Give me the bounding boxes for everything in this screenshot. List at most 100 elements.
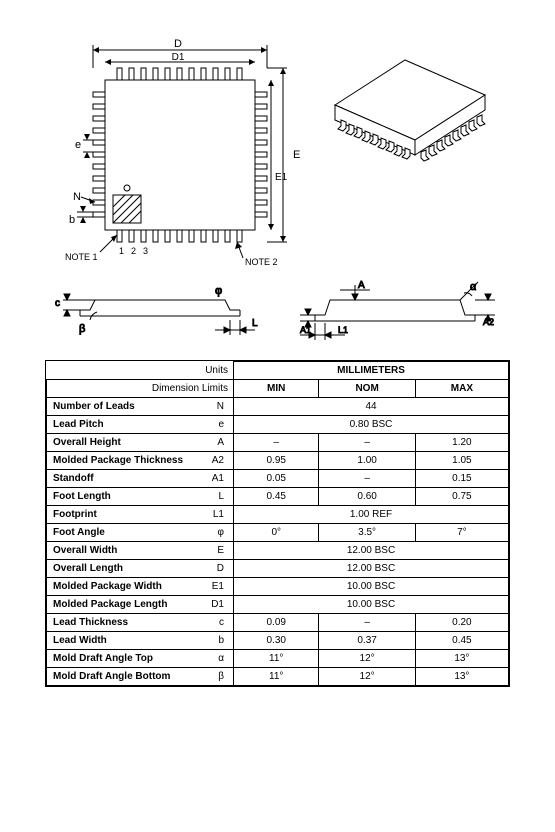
package-diagram-svg: D D1 E E1 e N (45, 30, 510, 360)
row-label: Molded Package ThicknessA2 (47, 452, 234, 470)
svg-text:φ: φ (215, 285, 222, 297)
row-max: 13° (415, 650, 508, 668)
row-label: Overall LengthD (47, 560, 234, 578)
table-row: Foot Angleφ0°3.5°7° (47, 524, 509, 542)
table-row: Mold Draft Angle Topα11°12°13° (47, 650, 509, 668)
row-min: 11° (234, 668, 319, 686)
table-row: Number of LeadsN44 (47, 398, 509, 416)
row-min: 0.95 (234, 452, 319, 470)
row-min: 0.30 (234, 632, 319, 650)
table-row: Lead Thicknessc0.09–0.20 (47, 614, 509, 632)
row-span-value: 10.00 BSC (234, 596, 509, 614)
row-nom: 3.5° (319, 524, 415, 542)
row-nom: 12° (319, 668, 415, 686)
table-row: Molded Package ThicknessA20.951.001.05 (47, 452, 509, 470)
side-view-right: A α A1 L1 A2 (300, 280, 495, 340)
table-row: Lead Widthb0.300.370.45 (47, 632, 509, 650)
row-min: 0.45 (234, 488, 319, 506)
row-label: Lead Widthb (47, 632, 234, 650)
table-header-1: Units MILLIMETERS (47, 362, 509, 380)
mechanical-drawings: D D1 E E1 e N (45, 30, 510, 360)
row-span-value: 0.80 BSC (234, 416, 509, 434)
row-label: Lead Thicknessc (47, 614, 234, 632)
svg-text:b: b (69, 214, 75, 226)
svg-text:NOTE 2: NOTE 2 (245, 257, 278, 267)
row-label: Molded Package LengthD1 (47, 596, 234, 614)
row-label: Mold Draft Angle Bottomβ (47, 668, 234, 686)
svg-text:e: e (75, 139, 81, 151)
row-max: 0.15 (415, 470, 508, 488)
svg-text:D: D (174, 38, 182, 50)
row-nom: – (319, 614, 415, 632)
svg-text:N: N (73, 191, 81, 203)
table-row: Lead Pitche0.80 BSC (47, 416, 509, 434)
svg-text:1: 1 (119, 246, 124, 256)
row-nom: – (319, 470, 415, 488)
row-label: Molded Package WidthE1 (47, 578, 234, 596)
table-row: StandoffA10.05–0.15 (47, 470, 509, 488)
table-row: Molded Package LengthD110.00 BSC (47, 596, 509, 614)
row-label: Foot LengthL (47, 488, 234, 506)
svg-text:L: L (252, 318, 258, 329)
row-min: 11° (234, 650, 319, 668)
table-row: FootprintL11.00 REF (47, 506, 509, 524)
row-max: 1.05 (415, 452, 508, 470)
table-row: Overall HeightA––1.20 (47, 434, 509, 452)
pins-left (93, 92, 105, 217)
row-span-value: 12.00 BSC (234, 560, 509, 578)
max-header: MAX (415, 380, 508, 398)
units-label: Units (47, 362, 234, 380)
row-label: Number of LeadsN (47, 398, 234, 416)
row-label: StandoffA1 (47, 470, 234, 488)
dim-limits-label: Dimension Limits (47, 380, 234, 398)
table-row: Overall WidthE12.00 BSC (47, 542, 509, 560)
table-header-2: Dimension Limits MIN NOM MAX (47, 380, 509, 398)
svg-text:A: A (358, 280, 365, 291)
dimensions-table: Units MILLIMETERS Dimension Limits MIN N… (45, 360, 510, 687)
row-max: 7° (415, 524, 508, 542)
svg-text:β: β (79, 323, 85, 335)
svg-text:E1: E1 (275, 172, 288, 183)
table-row: Overall LengthD12.00 BSC (47, 560, 509, 578)
row-min: 0.05 (234, 470, 319, 488)
svg-text:E: E (293, 149, 300, 161)
svg-text:2: 2 (131, 246, 136, 256)
row-max: 13° (415, 668, 508, 686)
row-label: Lead Pitche (47, 416, 234, 434)
row-min: – (234, 434, 319, 452)
row-span-value: 1.00 REF (234, 506, 509, 524)
row-label: Foot Angleφ (47, 524, 234, 542)
table-row: Molded Package WidthE110.00 BSC (47, 578, 509, 596)
row-min: 0.09 (234, 614, 319, 632)
pins-bottom (117, 230, 242, 242)
row-max: 1.20 (415, 434, 508, 452)
row-min: 0° (234, 524, 319, 542)
pins-right (255, 92, 267, 217)
table-row: Mold Draft Angle Bottomβ11°12°13° (47, 668, 509, 686)
nom-header: NOM (319, 380, 415, 398)
iso-view (335, 60, 485, 161)
row-max: 0.75 (415, 488, 508, 506)
row-max: 0.45 (415, 632, 508, 650)
min-header: MIN (234, 380, 319, 398)
svg-text:D1: D1 (172, 52, 185, 63)
table-row: Foot LengthL0.450.600.75 (47, 488, 509, 506)
row-nom: 1.00 (319, 452, 415, 470)
svg-text:c: c (55, 298, 60, 309)
row-span-value: 10.00 BSC (234, 578, 509, 596)
pins-top (117, 68, 242, 80)
svg-text:NOTE 1: NOTE 1 (65, 252, 98, 262)
row-nom: 12° (319, 650, 415, 668)
datasheet-page: D D1 E E1 e N (0, 0, 555, 832)
row-label: FootprintL1 (47, 506, 234, 524)
svg-text:L1: L1 (338, 325, 348, 335)
row-label: Mold Draft Angle Topα (47, 650, 234, 668)
row-label: Overall HeightA (47, 434, 234, 452)
row-nom: 0.37 (319, 632, 415, 650)
millimeters-header: MILLIMETERS (234, 362, 509, 380)
row-label: Overall WidthE (47, 542, 234, 560)
row-span-value: 44 (234, 398, 509, 416)
row-nom: 0.60 (319, 488, 415, 506)
row-span-value: 12.00 BSC (234, 542, 509, 560)
side-view-left: c β φ L (55, 285, 258, 335)
